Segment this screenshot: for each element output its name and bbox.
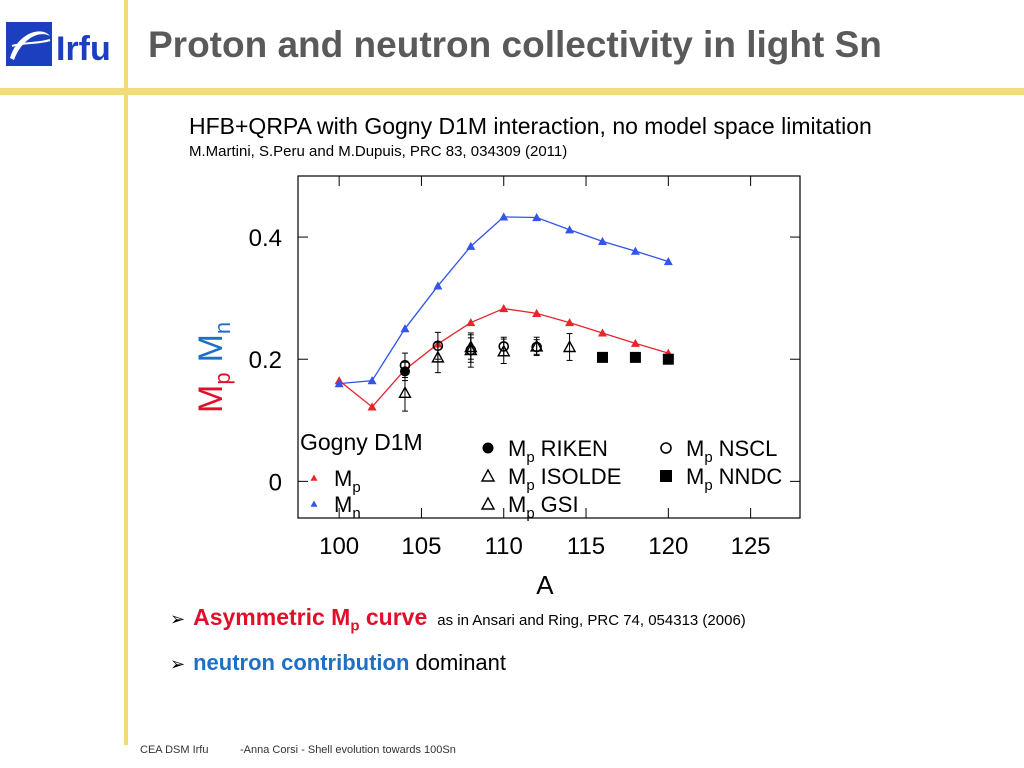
data-point bbox=[367, 402, 377, 411]
legend-marker bbox=[480, 468, 496, 482]
data-point bbox=[630, 246, 640, 255]
data-point bbox=[532, 308, 542, 318]
data-point bbox=[597, 236, 607, 245]
y-tick-label: 0 bbox=[269, 469, 282, 496]
data-point bbox=[466, 241, 476, 250]
y-axis-label: MpMn bbox=[192, 322, 235, 413]
data-point bbox=[400, 324, 410, 333]
legend-label: Mp bbox=[334, 466, 361, 496]
x-tick-label: 115 bbox=[567, 533, 605, 560]
bullet-ref: as in Ansari and Ring, PRC 74, 054313 (2… bbox=[437, 612, 746, 629]
legend-marker bbox=[480, 496, 496, 510]
plot-frame bbox=[297, 175, 801, 519]
page-title: Proton and neutron collectivity in light… bbox=[148, 24, 882, 65]
x-tick-label: 105 bbox=[401, 533, 441, 560]
bullet-asymmetric: ➢ Asymmetric Mp curve as in Ansari and Rin… bbox=[170, 604, 746, 635]
legend-marker bbox=[482, 442, 494, 454]
legend-label: Mp ISOLDE bbox=[508, 464, 621, 494]
x-tick-label: 125 bbox=[731, 533, 771, 560]
bullet-highlight: Asymmetric M bbox=[193, 604, 351, 630]
data-point bbox=[565, 225, 575, 234]
bullet-arrow-icon: ➢ bbox=[170, 654, 186, 674]
data-point bbox=[663, 257, 673, 266]
data-point bbox=[562, 340, 577, 353]
bullet-arrow-icon: ➢ bbox=[170, 609, 186, 629]
footer-right: -Anna Corsi - Shell evolution towards 10… bbox=[240, 744, 456, 756]
x-axis-label: A bbox=[536, 570, 554, 598]
legend-label: Mp RIKEN bbox=[508, 436, 608, 466]
logo-text: Irfu bbox=[56, 30, 111, 68]
bullet-neutron: ➢ neutron contribution dominant bbox=[170, 650, 506, 676]
data-point bbox=[597, 328, 607, 337]
data-point bbox=[499, 304, 509, 313]
legend-title: Gogny D1M bbox=[300, 429, 423, 455]
data-point bbox=[497, 344, 511, 357]
legend-label: Mn bbox=[334, 492, 361, 522]
legend-marker bbox=[310, 500, 318, 507]
x-tick-label: 120 bbox=[648, 533, 688, 560]
bullet-highlight: neutron contribution bbox=[193, 650, 410, 675]
data-point bbox=[399, 360, 411, 371]
reference: M.Martini, S.Peru and M.Dupuis, PRC 83, … bbox=[189, 143, 568, 160]
y-tick-label: 0.4 bbox=[249, 225, 282, 252]
data-point bbox=[398, 385, 412, 399]
y-tick-label: 0.2 bbox=[249, 347, 282, 374]
data-point bbox=[596, 351, 608, 363]
chart: 100 105 110 115 120 125 0 0.2 0.4 A MpMn Gogny D1M M… bbox=[192, 175, 801, 598]
vertical-accent-line bbox=[124, 0, 128, 745]
data-point bbox=[499, 212, 509, 221]
data-point bbox=[662, 353, 674, 365]
x-tick-label: 110 bbox=[485, 533, 523, 560]
data-point bbox=[464, 340, 478, 353]
horizontal-accent-line bbox=[0, 88, 1024, 95]
data-point bbox=[334, 379, 344, 388]
bullet-highlight-tail: curve bbox=[359, 604, 428, 630]
x-tick-label: 100 bbox=[319, 533, 359, 560]
data-point bbox=[431, 350, 445, 363]
data-point bbox=[630, 338, 640, 347]
legend-marker bbox=[660, 442, 672, 454]
bullet-rest: dominant bbox=[409, 650, 507, 675]
bullet-sub: p bbox=[350, 617, 360, 635]
legend-label: Mp NNDC bbox=[686, 464, 782, 494]
data-point bbox=[466, 318, 476, 327]
data-point bbox=[532, 213, 542, 222]
data-point bbox=[565, 318, 575, 327]
data-point bbox=[367, 376, 377, 385]
legend-label: Mp GSI bbox=[508, 492, 579, 522]
data-point bbox=[433, 281, 443, 290]
legend-label: Mp NSCL bbox=[686, 436, 777, 466]
irfu-logo: Irfu bbox=[6, 22, 111, 68]
subtitle: HFB+QRPA with Gogny D1M interaction, no … bbox=[189, 113, 872, 139]
footer-left: CEA DSM Irfu bbox=[140, 744, 209, 756]
data-point bbox=[529, 339, 544, 352]
legend-marker bbox=[660, 470, 672, 482]
legend-marker bbox=[310, 474, 318, 481]
data-point bbox=[629, 351, 641, 363]
